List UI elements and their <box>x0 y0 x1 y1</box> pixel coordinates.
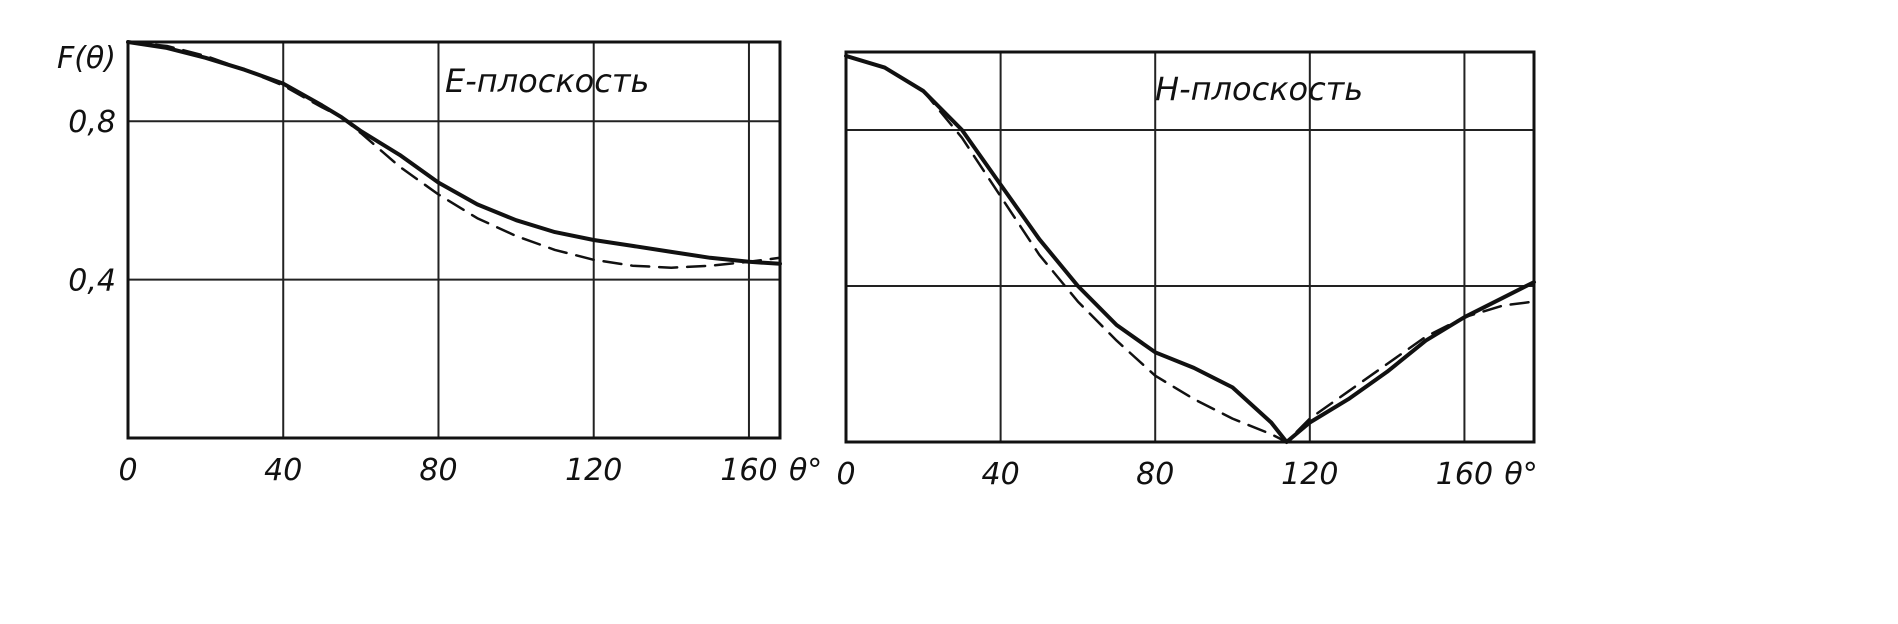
series-line-dashed <box>126 40 782 269</box>
series-line-solid <box>844 53 1536 444</box>
x-tick-label: 80 <box>1136 457 1174 492</box>
y-tick-label: 0,4 <box>68 264 116 299</box>
x-tick-label: 0 <box>836 457 855 492</box>
panel-title: H-плоскость <box>1155 70 1363 108</box>
y-tick-label: 0,8 <box>68 105 116 140</box>
y-axis-label: F(θ) <box>57 41 116 76</box>
series-line-dashed <box>844 54 1536 444</box>
x-tick-label: 160 <box>1436 457 1493 492</box>
e-plane-panel: 0 40 80 120 160 0,4 0,8 F(θ) θ° E-плоскость <box>57 40 822 488</box>
x-tick-label: 0 <box>118 453 137 488</box>
h-plane-panel: 0 40 80 120 160 θ° H-плоскость <box>836 50 1538 492</box>
panel-title: E-плоскость <box>445 62 649 100</box>
x-tick-label: 40 <box>264 453 302 488</box>
plot-frame <box>844 50 1536 444</box>
x-tick-label: 120 <box>565 453 622 488</box>
plot-frame <box>126 40 782 440</box>
x-axis-label: θ° <box>789 453 822 488</box>
x-tick-label: 160 <box>720 453 777 488</box>
x-tick-label: 40 <box>982 457 1020 492</box>
x-tick-label: 80 <box>419 453 457 488</box>
x-tick-label: 120 <box>1281 457 1338 492</box>
x-axis-label: θ° <box>1504 457 1537 492</box>
